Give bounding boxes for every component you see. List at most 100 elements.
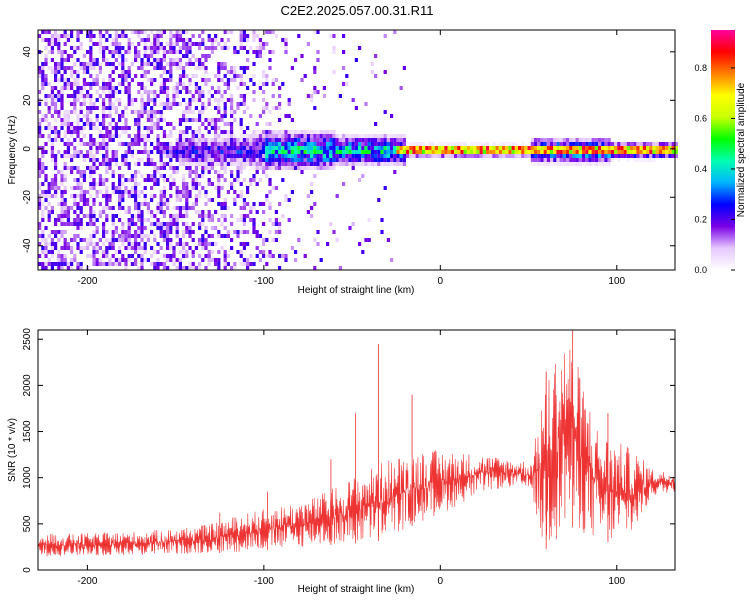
spectrogram-cell <box>514 146 518 150</box>
spectrogram-cell <box>204 230 208 234</box>
spectrogram-cell <box>220 186 224 190</box>
spectrogram-cell <box>162 194 166 198</box>
spectrogram-cell <box>553 150 557 154</box>
spectrogram-cell <box>159 126 163 130</box>
spectrogram-cell <box>191 162 195 166</box>
spectrogram-cell <box>358 46 362 50</box>
spectrogram-cell <box>223 154 227 158</box>
spectrogram-cell <box>127 134 131 138</box>
spectrogram-cell <box>105 202 109 206</box>
spectrogram-cell <box>290 150 294 154</box>
spectrogram-cell <box>105 82 109 86</box>
spectrogram-cell <box>111 66 115 70</box>
spectrogram-cell <box>255 46 259 50</box>
spectrogram-cell <box>162 30 166 34</box>
spectrogram-cell <box>86 110 90 114</box>
spectrogram-cell <box>66 262 70 266</box>
spectrogram-cell <box>188 262 192 266</box>
spectrogram-cell <box>146 70 150 74</box>
spectrogram-cell <box>70 54 74 58</box>
spectrogram-cell <box>98 34 102 38</box>
spectrogram-cell <box>210 46 214 50</box>
spectrogram-cell <box>172 126 176 130</box>
spectrogram-cell <box>102 98 106 102</box>
spectrogram-cell <box>182 82 186 86</box>
spectrogram-cell <box>118 178 122 182</box>
spectrogram-cell <box>662 150 666 154</box>
spectrogram-cell <box>230 142 234 146</box>
spectrogram-cell <box>70 110 74 114</box>
spectrogram-cell <box>207 242 211 246</box>
spectrogram-cell <box>166 102 170 106</box>
spectrogram-cell <box>54 174 58 178</box>
spectrogram-cell <box>342 150 346 154</box>
spectrogram-cell <box>70 46 74 50</box>
spectrogram-cell <box>242 98 246 102</box>
spectrogram-cell <box>207 218 211 222</box>
spectrogram-cell <box>89 174 93 178</box>
spectrogram-cell <box>150 254 154 258</box>
spectrogram-x-axis-label: Height of straight line (km) <box>298 285 415 296</box>
spectrogram-cell <box>198 214 202 218</box>
spectrogram-cell <box>284 254 288 258</box>
spectrogram-cell <box>137 254 141 258</box>
spectrogram-cell <box>374 154 378 158</box>
spectrogram-cell <box>668 154 672 158</box>
spectrogram-cell <box>220 206 224 210</box>
spectrogram-cell <box>98 66 102 70</box>
spectrogram-cell <box>70 154 74 158</box>
spectrogram-cell <box>290 66 294 70</box>
spectrogram-cell <box>92 242 96 246</box>
spectrogram-cell <box>140 258 144 262</box>
spectrogram-cell <box>73 50 77 54</box>
spectrogram-cell <box>332 146 336 150</box>
spectrogram-cell <box>140 66 144 70</box>
spectrogram-cell <box>41 74 45 78</box>
spectrogram-cell <box>185 42 189 46</box>
spectrogram-cell <box>332 134 336 138</box>
spectrogram-cell <box>86 142 90 146</box>
spectrogram-cell <box>162 198 166 202</box>
spectrogram-cell <box>322 86 326 90</box>
spectrogram-cell <box>182 234 186 238</box>
spectrogram-cell <box>124 230 128 234</box>
spectrogram-cell <box>41 150 45 154</box>
spectrogram-cell <box>79 46 83 50</box>
spectrogram-cell <box>156 242 160 246</box>
spectrogram-cell <box>95 74 99 78</box>
spectrogram-cell <box>153 146 157 150</box>
spectrogram-cell <box>169 30 173 34</box>
spectrogram-cell <box>226 70 230 74</box>
spectrogram-cell <box>159 74 163 78</box>
spectrogram-cell <box>188 118 192 122</box>
spectrogram-cell <box>79 66 83 70</box>
spectrogram-cell <box>60 122 64 126</box>
spectrogram-cell <box>226 162 230 166</box>
spectrogram-cell <box>262 106 266 110</box>
spectrogram-cell <box>658 154 662 158</box>
spectrogram-cell <box>351 166 355 170</box>
spectrogram-cell <box>102 138 106 142</box>
spectrogram-cell <box>143 162 147 166</box>
spectrogram-cell <box>201 90 205 94</box>
spectrogram-cell <box>47 106 51 110</box>
spectrogram-cell <box>246 202 250 206</box>
spectrogram-cell <box>642 150 646 154</box>
spectrogram-cell <box>166 254 170 258</box>
spectrogram-cell <box>92 262 96 266</box>
spectrogram-cell <box>73 194 77 198</box>
spectrogram-cell <box>492 154 496 158</box>
spectrogram-cell <box>134 46 138 50</box>
spectrogram-cell <box>38 206 42 210</box>
spectrogram-cell <box>252 74 256 78</box>
spectrogram-cell <box>246 190 250 194</box>
spectrogram-cell <box>111 102 115 106</box>
spectrogram-cell <box>246 50 250 54</box>
spectrogram-cell <box>137 226 141 230</box>
spectrogram-cell <box>50 34 54 38</box>
spectrogram-cell <box>306 94 310 98</box>
spectrogram-cell <box>332 166 336 170</box>
spectrogram-cell <box>300 138 304 142</box>
spectrogram-cell <box>175 198 179 202</box>
spectrogram-cell <box>102 118 106 122</box>
